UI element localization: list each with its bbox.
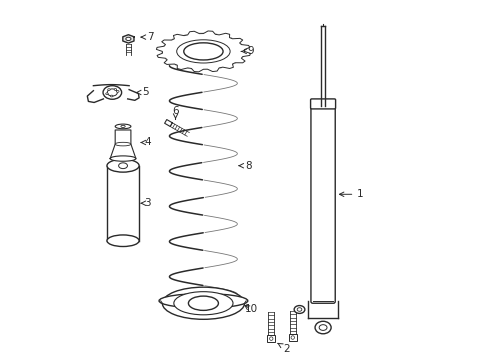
- Ellipse shape: [105, 93, 108, 95]
- Ellipse shape: [294, 306, 304, 314]
- Ellipse shape: [115, 142, 131, 146]
- Ellipse shape: [174, 292, 232, 315]
- FancyBboxPatch shape: [310, 100, 335, 303]
- Polygon shape: [122, 35, 134, 43]
- Ellipse shape: [159, 294, 247, 308]
- Ellipse shape: [107, 89, 117, 96]
- Text: 1: 1: [339, 189, 363, 199]
- Text: 7: 7: [141, 32, 154, 42]
- Text: 6: 6: [172, 107, 179, 119]
- Bar: [267, 336, 275, 342]
- Ellipse shape: [319, 325, 326, 330]
- Ellipse shape: [107, 89, 110, 90]
- Ellipse shape: [269, 337, 272, 340]
- Text: 5: 5: [136, 87, 148, 98]
- Text: 10: 10: [244, 304, 257, 314]
- Ellipse shape: [119, 163, 127, 168]
- Polygon shape: [156, 31, 250, 72]
- FancyBboxPatch shape: [310, 99, 335, 109]
- Ellipse shape: [162, 33, 244, 69]
- Ellipse shape: [290, 336, 294, 339]
- Text: 8: 8: [239, 161, 251, 171]
- Ellipse shape: [103, 86, 122, 99]
- Bar: [288, 334, 296, 341]
- Ellipse shape: [121, 125, 125, 127]
- Ellipse shape: [162, 287, 244, 319]
- Ellipse shape: [115, 124, 131, 129]
- Text: 9: 9: [241, 46, 253, 57]
- Ellipse shape: [297, 308, 301, 311]
- Ellipse shape: [110, 156, 136, 161]
- Text: 4: 4: [141, 138, 150, 148]
- Polygon shape: [164, 120, 172, 126]
- Text: 3: 3: [141, 198, 150, 208]
- Polygon shape: [110, 130, 136, 158]
- Text: 2: 2: [277, 343, 289, 354]
- Ellipse shape: [183, 43, 223, 60]
- Ellipse shape: [125, 37, 131, 41]
- Ellipse shape: [107, 235, 139, 247]
- Ellipse shape: [176, 40, 230, 63]
- Ellipse shape: [107, 159, 139, 172]
- Ellipse shape: [110, 95, 113, 97]
- Ellipse shape: [114, 89, 117, 90]
- Ellipse shape: [314, 321, 330, 334]
- Ellipse shape: [188, 296, 218, 310]
- Ellipse shape: [116, 90, 119, 92]
